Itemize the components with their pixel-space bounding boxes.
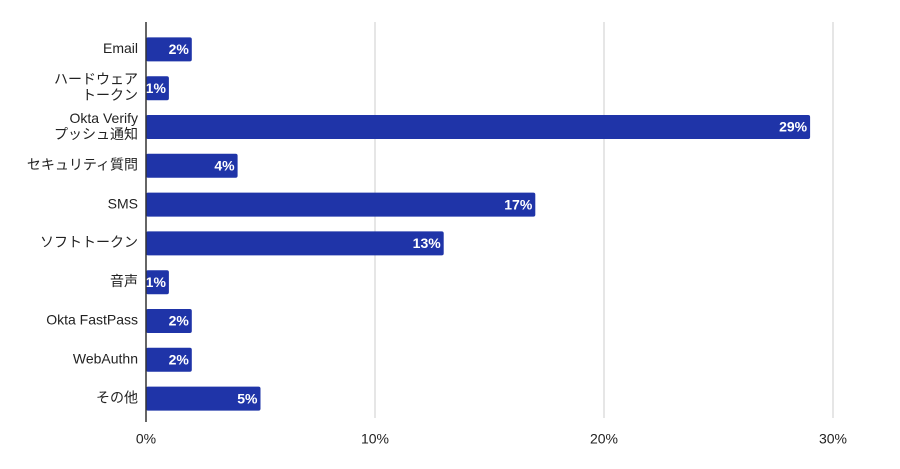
value-label: 29% [779,119,808,135]
value-label: 17% [504,196,533,212]
y-tick-label: Okta FastPass [46,312,138,328]
x-tick-label: 30% [819,431,847,447]
x-tick-label: 10% [361,431,389,447]
y-tick-label: ソフトトークン [40,234,138,250]
bar [146,231,444,256]
y-tick-label: その他 [96,389,138,405]
bar [146,153,238,178]
bar [146,386,261,411]
y-tick-label: 音声 [110,273,138,289]
value-label: 1% [146,274,167,290]
bar [146,309,192,333]
y-tick-label: ハードウェアトークン [54,71,138,103]
bar [146,270,169,295]
value-label: 2% [169,41,190,57]
bar [146,76,169,101]
y-tick-label: Okta Verify プッシュ通知 [54,110,138,142]
y-tick-label: セキュリティ質問 [27,157,138,173]
bar [146,115,811,139]
bar [146,37,192,62]
bar [146,192,536,217]
y-tick-label: SMS [108,195,138,211]
x-tick-label: 0% [136,431,156,447]
value-label: 5% [237,390,258,406]
value-label: 2% [169,352,190,368]
value-label: 4% [214,158,235,174]
value-label: 1% [146,80,167,96]
value-label: 13% [413,235,442,251]
value-label: 2% [169,313,190,329]
bar [146,347,192,372]
x-tick-label: 20% [590,431,618,447]
y-tick-label: Email [103,40,138,56]
y-tick-label: WebAuthn [73,351,138,367]
